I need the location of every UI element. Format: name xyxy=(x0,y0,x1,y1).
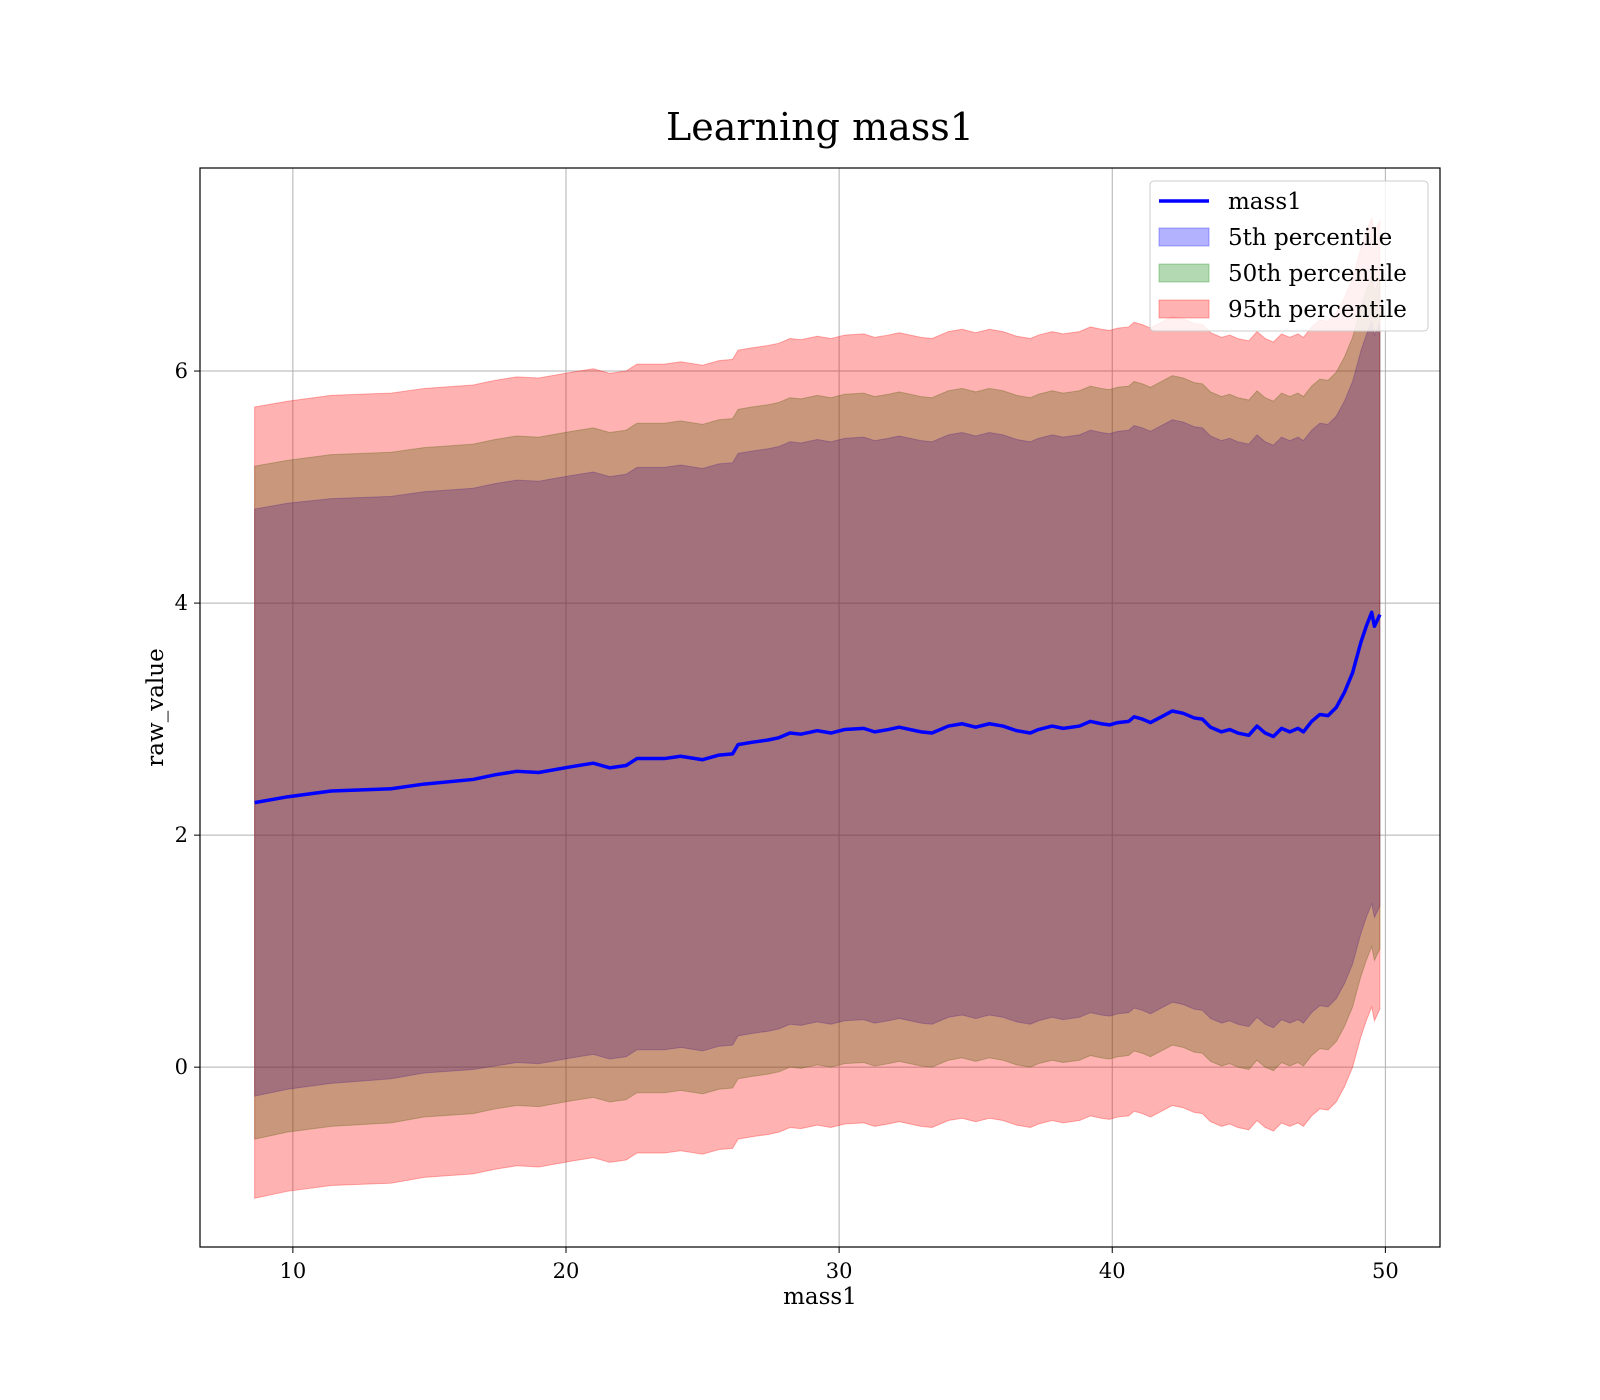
x-tick-label-30: 30 xyxy=(826,1259,853,1283)
legend-label-50th-percentile: 50th percentile xyxy=(1228,261,1407,287)
x-tick-label-10: 10 xyxy=(279,1259,306,1283)
percentile-bands xyxy=(254,216,1381,1199)
legend-swatch-50th-percentile xyxy=(1158,263,1210,283)
chart-title: Learning mass1 xyxy=(666,105,974,149)
legend-label-95th-percentile: 95th percentile xyxy=(1228,297,1407,323)
band-95th-percentile xyxy=(254,216,1381,1199)
x-tick-label-20: 20 xyxy=(553,1259,580,1283)
y-tick-label-4: 4 xyxy=(175,591,188,615)
x-tick-label-40: 40 xyxy=(1099,1259,1126,1283)
legend: mass1 5th percentile 50th percentile 95th p… xyxy=(1149,180,1429,332)
y-tick-label-6: 6 xyxy=(175,359,188,383)
y-axis-label: raw_value xyxy=(143,648,169,766)
y-tick-label-0: 0 xyxy=(175,1055,188,1079)
legend-swatch-95th-percentile xyxy=(1158,299,1210,319)
band-50th-percentile xyxy=(254,275,1381,1140)
series-lines xyxy=(254,610,1382,805)
series-line-mass1 xyxy=(254,610,1382,805)
legend-swatch-5th-percentile xyxy=(1158,227,1210,247)
legend-label-5th-percentile: 5th percentile xyxy=(1228,225,1392,251)
legend-box xyxy=(1149,180,1429,332)
y-tick-label-2: 2 xyxy=(175,823,188,847)
x-tick-label-50: 50 xyxy=(1372,1259,1399,1283)
x-axis-label: mass1 xyxy=(783,1284,857,1310)
band-5th-percentile xyxy=(254,319,1381,1097)
grid-lines xyxy=(200,168,1440,1247)
plot-area-frame xyxy=(199,167,1441,1248)
legend-label-mass1: mass1 xyxy=(1228,189,1302,215)
axis-ticks: 10 20 30 40 50 0 2 4 6 xyxy=(175,359,1399,1283)
